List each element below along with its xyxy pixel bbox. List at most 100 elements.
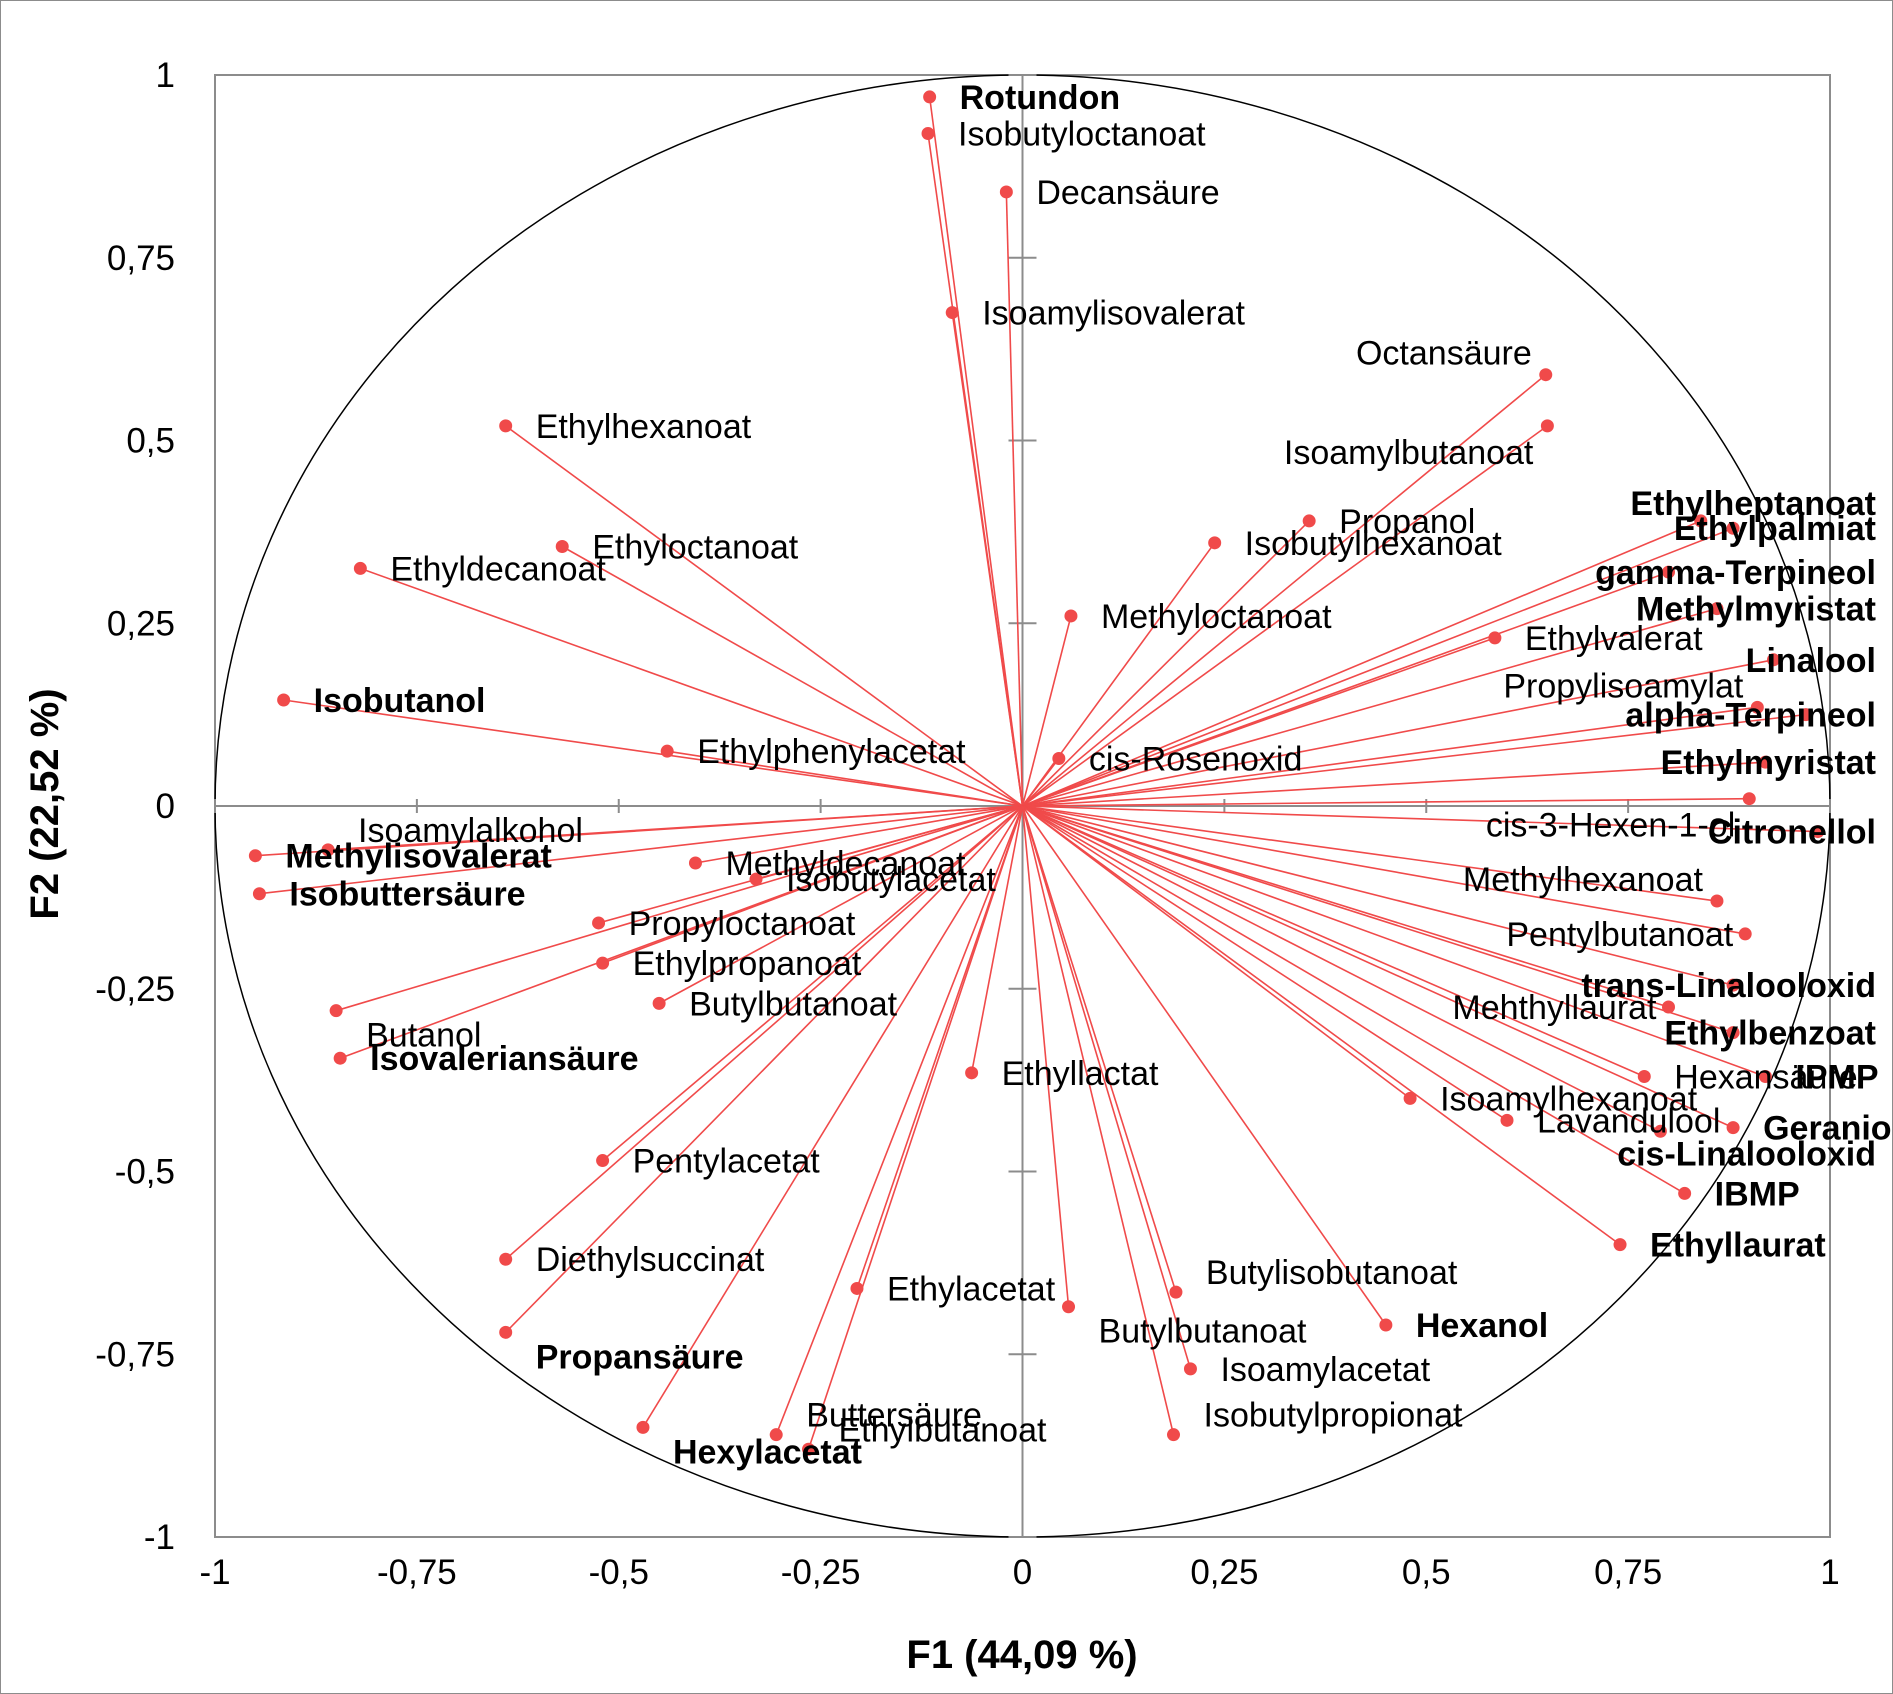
- label-ethylacetat: Ethylacetat: [887, 1270, 1056, 1308]
- vector-cis-3-hexen-1-ol: [1022, 797, 1750, 807]
- label-ethylmyristat: Ethylmyristat: [1661, 744, 1876, 782]
- point-ethylhexanoat: [499, 419, 513, 433]
- vector-butanol: [335, 805, 1023, 1012]
- vector-ibmp: [1022, 805, 1686, 1195]
- vector-octans-ure: [1021, 374, 1547, 807]
- vector-methylmyristat: [1022, 607, 1718, 807]
- label-cis-linalooloxid: cis-Linalooloxid: [1617, 1135, 1876, 1173]
- point-ethyllaurat: [1613, 1238, 1627, 1252]
- label-citronellol: Citronellol: [1708, 814, 1876, 852]
- point-trans-linalooloxid: [1726, 978, 1740, 992]
- x-tick-label: 0,25: [1190, 1553, 1258, 1592]
- vector-trans-linalooloxid: [1022, 805, 1734, 986]
- point-isovalerians-ure: [333, 1051, 347, 1065]
- point-methyloctanoat: [1064, 609, 1078, 623]
- label-isobutters-ure: Isobuttersäure: [289, 876, 525, 914]
- label-methyloctanoat: Methyloctanoat: [1101, 598, 1332, 636]
- vector-ethyldecanoat: [360, 567, 1023, 807]
- label-hexans-ure: Hexansäure: [1674, 1058, 1857, 1096]
- vector-ethylmyristat: [1022, 761, 1766, 807]
- label-pentylbutanoat: Pentylbutanoat: [1506, 916, 1733, 954]
- point-butters-ure: [769, 1428, 783, 1442]
- label-propylisoamylat: Propylisoamylat: [1503, 667, 1744, 705]
- y-tick-label: -0,25: [95, 970, 175, 1009]
- label-rotundon: Rotundon: [960, 79, 1120, 117]
- vector-isoamylacetat: [1021, 805, 1192, 1370]
- point-methylisovalerat: [248, 849, 262, 863]
- y-tick-label: 0: [156, 787, 175, 826]
- y-tick-label: -1: [144, 1518, 175, 1557]
- vector-methylhexanoat: [1022, 805, 1718, 902]
- y-tick-label: -0,75: [95, 1335, 175, 1374]
- point-ethylphenylacetat: [660, 744, 674, 758]
- label-isoamylisovalerat: Isoamylisovalerat: [982, 295, 1245, 333]
- point-ethylbutanoat: [802, 1442, 816, 1456]
- point-propyloctanoat: [592, 916, 606, 930]
- point-butanol: [329, 1004, 343, 1018]
- label-ethylbutanoat: Ethylbutanoat: [839, 1411, 1047, 1449]
- label-diethylsuccinat: Diethylsuccinat: [536, 1241, 765, 1279]
- label-butylbutanoat: Butylbutanoat: [689, 985, 897, 1023]
- vector-propans-ure: [505, 805, 1024, 1333]
- x-tick-label: -0,75: [377, 1553, 457, 1592]
- point-isobutylhexanoat: [1208, 536, 1222, 550]
- point-isoamylisovalerat: [945, 306, 959, 320]
- vector-pentylacetat: [602, 805, 1024, 1162]
- label-ethylpalmiat: Ethylpalmiat: [1674, 510, 1876, 548]
- vector-pentylbutanoat: [1022, 805, 1746, 935]
- label-ethylhexanoat: Ethylhexanoat: [536, 408, 752, 446]
- label-lavandulool: Lavandulool: [1537, 1102, 1720, 1140]
- point-methyldecanoat: [688, 856, 702, 870]
- vector-decans-ure: [1005, 191, 1024, 807]
- label-isoamylbutanoat: Isoamylbutanoat: [1284, 434, 1534, 472]
- label-cis-rosenoxid: cis-Rosenoxid: [1089, 740, 1303, 778]
- vector-butylisobutanoat: [1021, 805, 1177, 1293]
- point-ethyllactat: [965, 1066, 979, 1080]
- vector-ethyllaurat: [1022, 805, 1621, 1246]
- label-mehthyllaurat: Mehthyllaurat: [1452, 989, 1657, 1027]
- point-ibmp: [1678, 1186, 1692, 1200]
- point-cis-linalooloxid: [1653, 1124, 1667, 1138]
- label-alpha-terpineol: alpha-Terpineol: [1625, 697, 1876, 735]
- vector-ethyllactat: [970, 805, 1024, 1073]
- point-ethylbenzoat: [1726, 1026, 1740, 1040]
- vector-cis-rosenoxid: [1021, 757, 1060, 807]
- point-rotundon: [923, 90, 937, 104]
- point-linalool: [1766, 653, 1780, 667]
- x-tick-label: 0: [1013, 1553, 1032, 1592]
- vector-ethylhexanoat: [505, 425, 1023, 807]
- label-ethyllaurat: Ethyllaurat: [1650, 1227, 1826, 1265]
- vector-isoamylbutanoat: [1022, 425, 1548, 807]
- point-decans-ure: [999, 185, 1013, 199]
- label-ethylpropanoat: Ethylpropanoat: [633, 945, 862, 983]
- x-tick-label: -1: [199, 1553, 230, 1592]
- point-ethyldecanoat: [353, 561, 367, 575]
- label-isoamylalkohol: Isoamylalkohol: [358, 812, 583, 850]
- vector-geraniol: [1022, 805, 1734, 1129]
- y-axis-title: F2 (22,52 %): [23, 688, 67, 919]
- point-gamma-terpineol: [1662, 565, 1675, 579]
- y-tick-label: -0,5: [115, 1153, 175, 1192]
- vector-isovalerians-ure: [339, 805, 1023, 1059]
- label-methylhexanoat: Methylhexanoat: [1463, 861, 1704, 899]
- label-methyldecanoat: Methyldecanoat: [725, 845, 966, 883]
- label-methylisovalerat: Methylisovalerat: [285, 838, 551, 876]
- vector-hexylacetat: [642, 805, 1024, 1428]
- vector-isobutanol: [283, 699, 1023, 807]
- point-methylhexanoat: [1710, 894, 1724, 908]
- vector-diethylsuccinat: [505, 805, 1024, 1260]
- label-propanol: Propanol: [1339, 503, 1475, 541]
- vector-alpha-terpineol: [1022, 713, 1806, 807]
- label-cis-3-hexen-1-ol: cis-3-Hexen-1-ol: [1486, 807, 1735, 845]
- y-tick-label: 0,5: [126, 422, 175, 461]
- point-isobutters-ure: [252, 887, 266, 901]
- point-butylbutanoat: [1062, 1300, 1076, 1314]
- label-isobutanol: Isobutanol: [314, 682, 486, 720]
- vector-rotundon: [928, 96, 1024, 807]
- point-cis-rosenoxid: [1052, 751, 1066, 765]
- vector-ipmp: [1022, 805, 1766, 1078]
- label-trans-linalooloxid: trans-Linalooloxid: [1581, 967, 1876, 1005]
- point-citronellol: [1811, 825, 1825, 839]
- point-propylisoamylat: [1750, 700, 1764, 714]
